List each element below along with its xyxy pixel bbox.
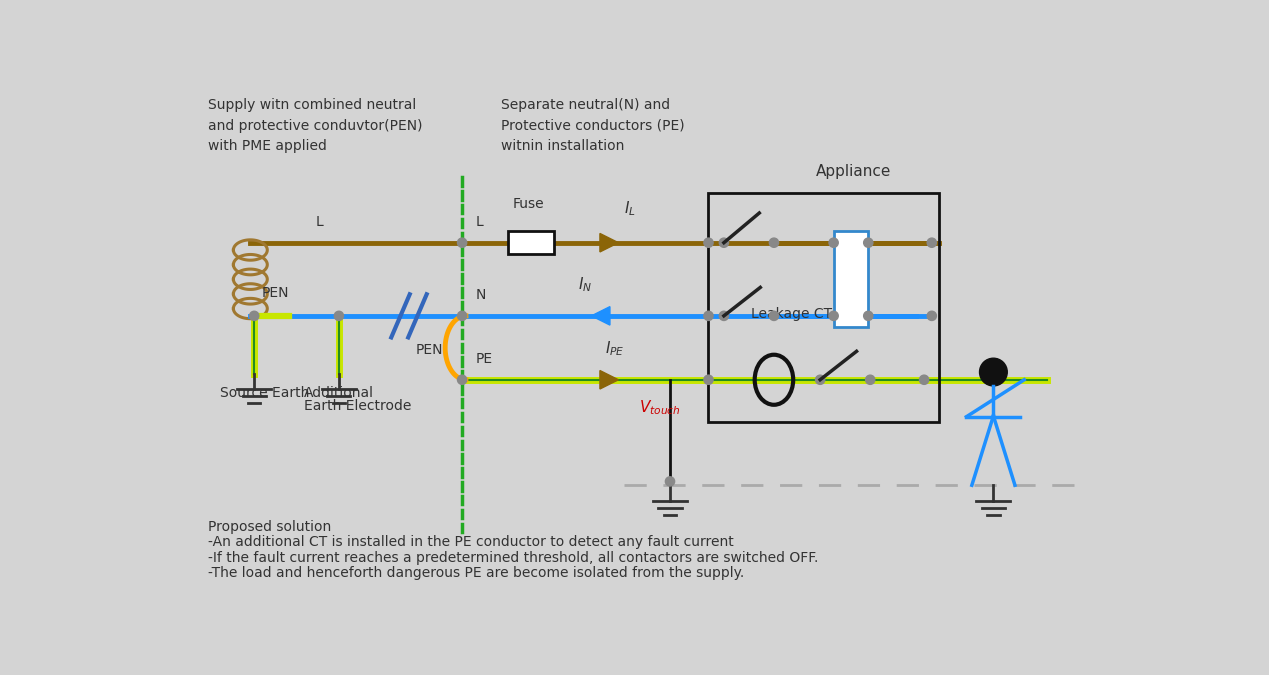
Text: Fuse: Fuse <box>513 197 544 211</box>
Text: -An additional CT is installed in the PE conductor to detect any fault current: -An additional CT is installed in the PE… <box>208 535 733 549</box>
Bar <box>834 231 868 327</box>
Text: $I_N$: $I_N$ <box>577 275 591 294</box>
Text: PEN: PEN <box>261 286 289 300</box>
Text: N: N <box>475 288 486 302</box>
Text: Proposed solution: Proposed solution <box>208 520 331 534</box>
Text: Leakage CT: Leakage CT <box>751 307 832 321</box>
Text: Separate neutral(N) and
Protective conductors (PE)
witnin installation: Separate neutral(N) and Protective condu… <box>500 98 684 153</box>
Circle shape <box>334 311 344 321</box>
Circle shape <box>864 311 873 321</box>
Text: Source Earth: Source Earth <box>220 385 308 400</box>
Circle shape <box>769 311 779 321</box>
Text: Earth Electrode: Earth Electrode <box>305 399 411 413</box>
Circle shape <box>458 238 467 247</box>
Text: $I_{PE}$: $I_{PE}$ <box>604 339 624 358</box>
Text: Additional: Additional <box>305 385 374 400</box>
Bar <box>509 231 555 254</box>
Bar <box>708 192 939 422</box>
Circle shape <box>864 238 873 247</box>
Circle shape <box>458 311 467 321</box>
Circle shape <box>829 311 839 321</box>
Circle shape <box>720 238 728 247</box>
Text: -The load and henceforth dangerous PE are become isolated from the supply.: -The load and henceforth dangerous PE ar… <box>208 566 744 580</box>
Text: Appliance: Appliance <box>816 164 892 179</box>
Polygon shape <box>600 234 618 252</box>
Circle shape <box>928 238 937 247</box>
Text: Supply witn combined neutral
and protective conduvtor(PEN)
with PME applied: Supply witn combined neutral and protect… <box>208 98 423 153</box>
Circle shape <box>458 375 467 384</box>
Text: L: L <box>316 215 324 229</box>
Circle shape <box>250 311 259 321</box>
Circle shape <box>928 311 937 321</box>
Circle shape <box>704 311 713 321</box>
Text: PEN: PEN <box>416 343 443 357</box>
Circle shape <box>665 477 675 486</box>
Text: PE: PE <box>475 352 492 366</box>
Text: -If the fault current reaches a predetermined threshold, all contactors are swit: -If the fault current reaches a predeter… <box>208 551 819 565</box>
Circle shape <box>865 375 874 384</box>
Circle shape <box>980 358 1008 386</box>
Circle shape <box>704 375 713 384</box>
Circle shape <box>816 375 825 384</box>
Polygon shape <box>600 371 618 389</box>
Circle shape <box>769 238 779 247</box>
Circle shape <box>720 311 728 321</box>
Circle shape <box>920 375 929 384</box>
Polygon shape <box>591 306 610 325</box>
Text: L: L <box>475 215 483 229</box>
Text: $V_{touch}$: $V_{touch}$ <box>640 398 681 416</box>
Text: $I_L$: $I_L$ <box>624 199 636 218</box>
Circle shape <box>829 238 839 247</box>
Circle shape <box>704 238 713 247</box>
